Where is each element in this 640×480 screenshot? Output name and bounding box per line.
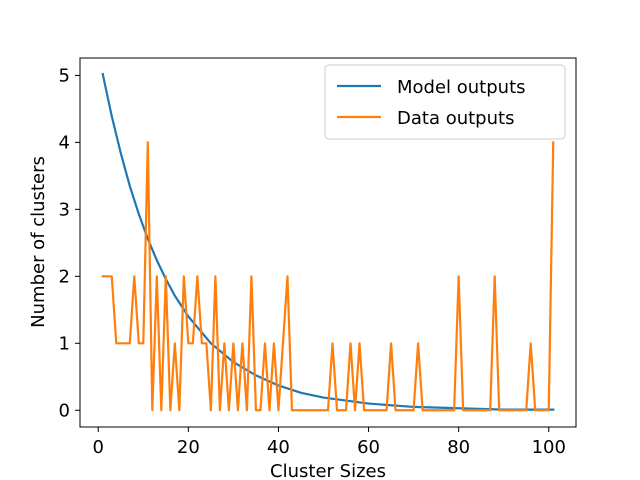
- y-axis-label: Number of clusters: [28, 156, 49, 328]
- legend-box: [324, 64, 566, 140]
- legend-label-model-outputs: Model outputs: [397, 77, 526, 98]
- x-tick-label: 100: [532, 437, 566, 458]
- legend-label-data-outputs: Data outputs: [397, 108, 514, 129]
- x-tick-label: 80: [447, 437, 470, 458]
- y-tick-label: 4: [59, 132, 70, 153]
- series-layer: [101, 72, 555, 412]
- x-tick-label: 0: [93, 437, 104, 458]
- plot-frame: [79, 57, 577, 428]
- series-line-data-outputs: [101, 141, 555, 412]
- legend: Model outputs Data outputs: [324, 64, 566, 140]
- y-axis: 0 1 2 3 4 5: [59, 65, 80, 421]
- y-tick-label: 5: [59, 65, 70, 86]
- x-axis: 0 20 40 60 80 100: [93, 427, 566, 458]
- y-tick-label: 3: [59, 199, 70, 220]
- x-tick-label: 20: [177, 437, 200, 458]
- x-tick-label: 40: [267, 437, 290, 458]
- y-tick-label: 2: [59, 266, 70, 287]
- series-line-model-outputs: [101, 72, 555, 411]
- x-axis-label: Cluster Sizes: [270, 461, 386, 480]
- y-tick-label: 0: [59, 400, 70, 421]
- x-tick-label: 60: [357, 437, 380, 458]
- y-tick-label: 1: [59, 333, 70, 354]
